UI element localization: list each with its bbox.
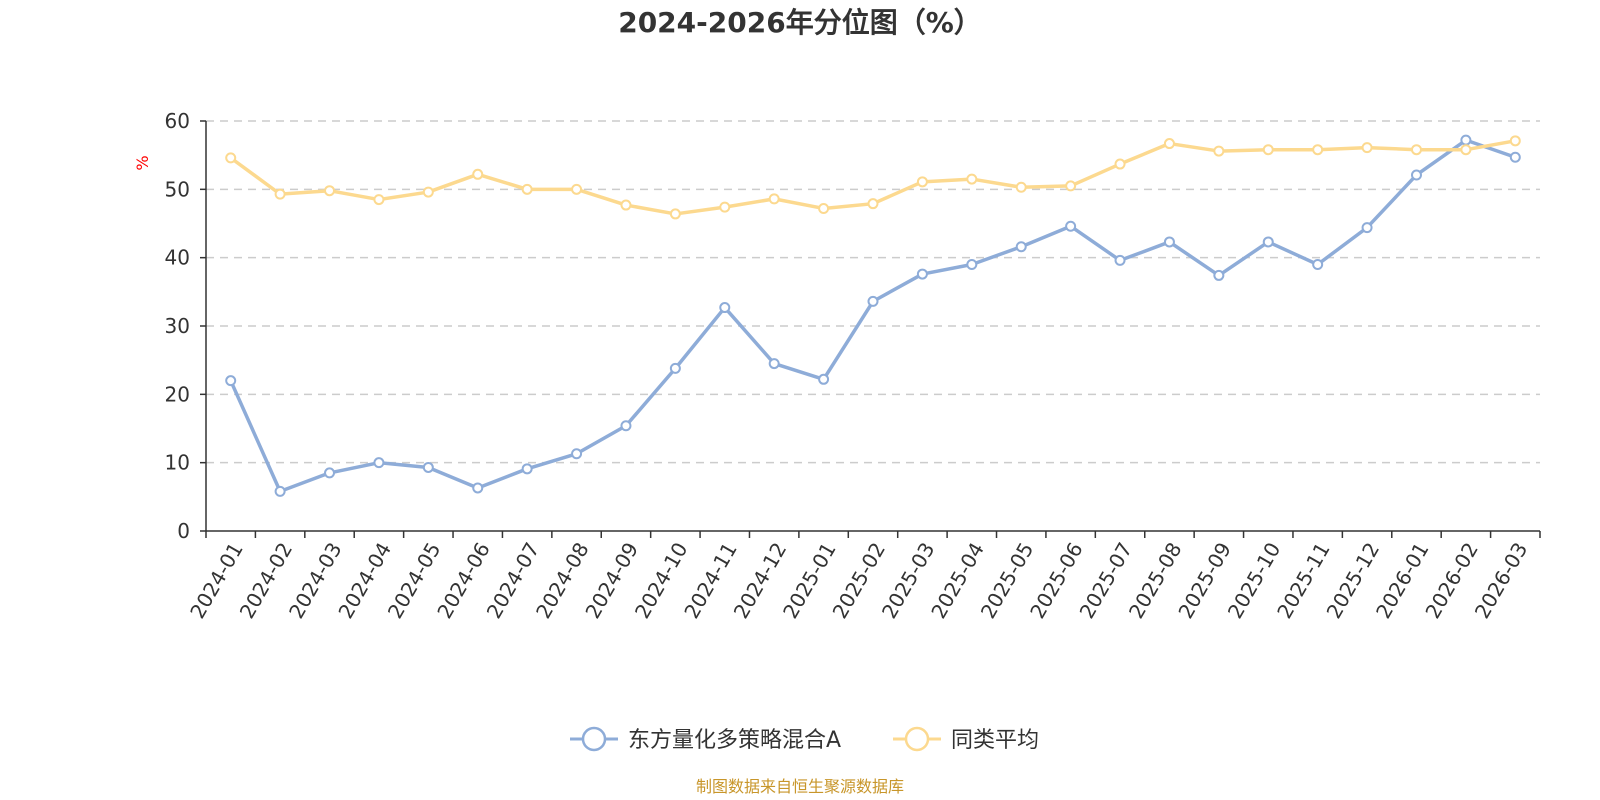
series-layer [225, 134, 1521, 497]
series-0-point[interactable] [768, 358, 780, 370]
series-0-point[interactable] [1509, 151, 1521, 163]
series-0-point[interactable] [1361, 222, 1373, 234]
series-1-point[interactable] [1262, 144, 1274, 156]
series-1-point[interactable] [719, 201, 731, 213]
series-1-point[interactable] [373, 194, 385, 206]
series-0-point[interactable] [1015, 241, 1027, 253]
legend-marker [904, 726, 930, 752]
series-1-point[interactable] [1509, 135, 1521, 147]
legend[interactable]: 东方量化多策略混合A 同类平均 [570, 726, 1039, 753]
series-0-point[interactable] [1460, 134, 1472, 146]
series-1-point[interactable] [1015, 181, 1027, 193]
series-1-point[interactable] [1460, 144, 1472, 156]
y-axis-unit-label: % [133, 155, 152, 170]
series-1-point[interactable] [669, 208, 681, 220]
series-0-point[interactable] [422, 461, 434, 473]
series-1-point[interactable] [1065, 180, 1077, 192]
series-0-point[interactable] [669, 362, 681, 374]
legend-marker [581, 726, 607, 752]
series-0-point[interactable] [472, 482, 484, 494]
series-0-point[interactable] [620, 420, 632, 432]
series-0-point[interactable] [719, 302, 731, 314]
data-source-note: 制图数据来自恒生聚源数据库 [696, 777, 904, 796]
series-1-point[interactable] [274, 188, 286, 200]
series-0-point[interactable] [1262, 236, 1274, 248]
series-1-point[interactable] [1361, 142, 1373, 154]
series-0-point[interactable] [1114, 254, 1126, 266]
y-tick-label: 30 [165, 314, 190, 338]
series-0-point[interactable] [1163, 236, 1175, 248]
series-1-point[interactable] [225, 152, 237, 164]
series-1-point[interactable] [472, 168, 484, 180]
series-0-point[interactable] [867, 295, 879, 307]
series-0-point[interactable] [571, 448, 583, 460]
series-0-point[interactable] [373, 457, 385, 469]
series-0-point[interactable] [521, 463, 533, 475]
series-1-point[interactable] [1114, 158, 1126, 170]
series-1-point[interactable] [867, 198, 879, 210]
series-1-point[interactable] [916, 176, 928, 188]
axis-layer: 01020304050602024-012024-022024-032024-0… [165, 109, 1541, 623]
series-1-point[interactable] [1213, 145, 1225, 157]
series-0-point[interactable] [818, 373, 830, 385]
series-1-point[interactable] [521, 183, 533, 195]
y-tick-label: 50 [165, 177, 190, 201]
series-1-point[interactable] [422, 186, 434, 198]
series-0-point[interactable] [916, 268, 928, 280]
series-1-point[interactable] [818, 202, 830, 214]
y-tick-label: 20 [165, 382, 190, 406]
y-tick-label: 60 [165, 109, 190, 133]
series-1-point[interactable] [620, 199, 632, 211]
series-0-point[interactable] [1213, 269, 1225, 281]
series-0-point[interactable] [1065, 220, 1077, 232]
y-tick-label: 10 [165, 451, 190, 475]
series-1-point[interactable] [966, 173, 978, 185]
legend-label: 东方量化多策略混合A [628, 728, 841, 753]
series-0-point[interactable] [324, 467, 336, 479]
chart-title: 2024-2026年分位图（%） [618, 6, 982, 39]
series-0-point[interactable] [1312, 259, 1324, 270]
y-tick-label: 40 [165, 246, 190, 270]
series-1-point[interactable] [1312, 144, 1324, 156]
legend-item-1[interactable]: 同类平均 [893, 726, 1039, 753]
series-1-point[interactable] [768, 193, 780, 205]
series-0-point[interactable] [225, 375, 237, 387]
series-1-point[interactable] [571, 183, 583, 195]
series-1-point[interactable] [1163, 138, 1175, 150]
series-1-point[interactable] [1410, 144, 1422, 156]
series-0-point[interactable] [966, 259, 978, 270]
series-0-point[interactable] [274, 485, 286, 497]
legend-label: 同类平均 [951, 728, 1039, 753]
series-0-point[interactable] [1410, 169, 1422, 181]
grid-layer [206, 120, 1540, 464]
y-tick-label: 0 [177, 519, 190, 543]
legend-item-0[interactable]: 东方量化多策略混合A [570, 726, 841, 753]
series-1-point[interactable] [324, 185, 336, 197]
